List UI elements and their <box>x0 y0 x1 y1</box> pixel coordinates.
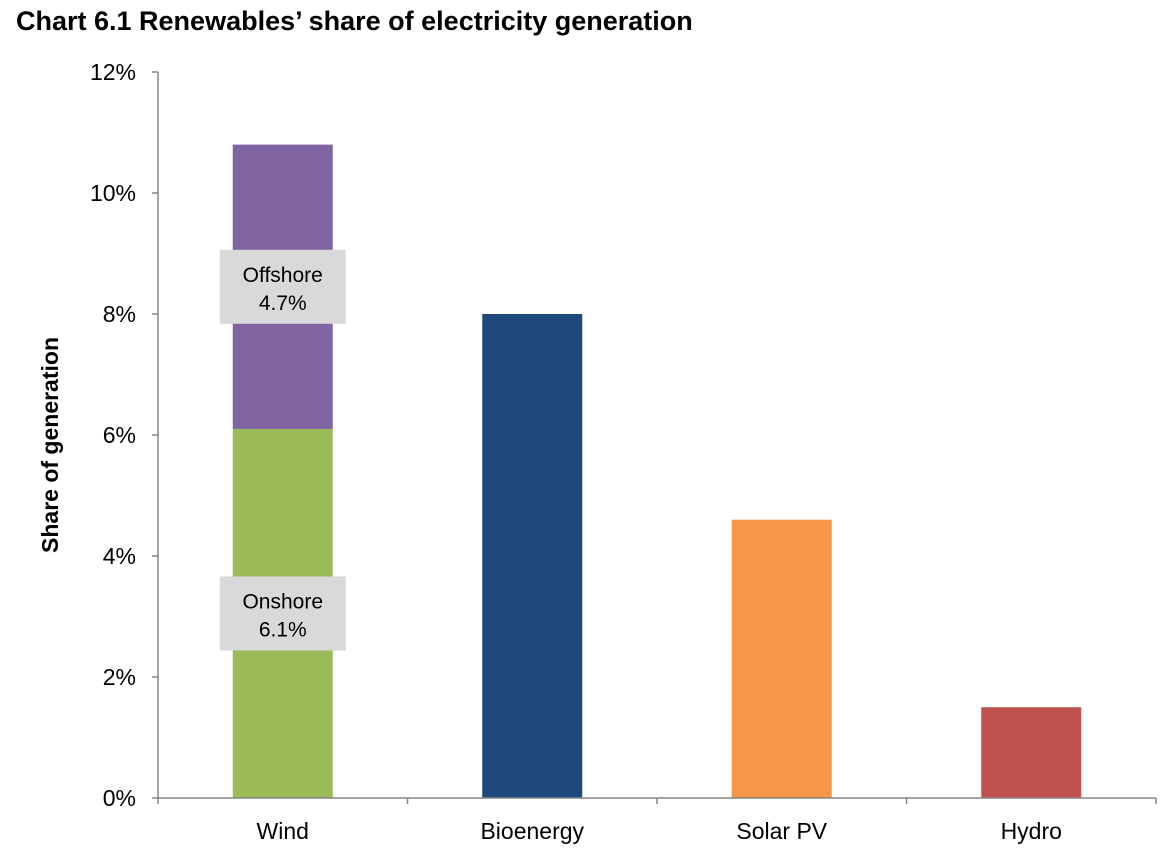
axes-layer: 0% 2% 4% 6% 8% 10% 12% Wind Bioenergy Solar PV Hyd… <box>90 59 1157 844</box>
x-category-label: Bioenergy <box>480 818 584 844</box>
annotation-label: Onshore <box>242 590 323 613</box>
annotation-onshore: Onshore 6.1% <box>219 576 346 651</box>
x-category-label: Wind <box>257 818 309 844</box>
bars-layer <box>232 144 1082 798</box>
y-axis-title: Share of generation <box>37 337 63 553</box>
bar-bioenergy-series-0 <box>482 314 583 798</box>
annotation-value: 6.1% <box>259 618 307 641</box>
annotation-box <box>219 576 346 651</box>
annotation-label: Offshore <box>243 264 323 287</box>
y-tick-label: 2% <box>103 664 136 690</box>
bar-solar-pv-series-0 <box>731 519 832 798</box>
annotations-layer: Offshore 4.7% Onshore 6.1% <box>219 249 346 651</box>
y-tick-label: 8% <box>103 301 136 327</box>
y-tick-label: 6% <box>103 422 136 448</box>
y-tick-label: 4% <box>103 543 136 569</box>
chart-title: Chart 6.1 Renewables’ share of electrici… <box>16 6 693 36</box>
y-tick-label: 12% <box>90 59 136 85</box>
annotation-box <box>219 249 346 324</box>
y-tick-label: 0% <box>103 785 136 811</box>
x-category-label: Hydro <box>1001 818 1062 844</box>
x-category-label: Solar PV <box>736 818 827 844</box>
bar-hydro-series-0 <box>981 707 1082 798</box>
annotation-value: 4.7% <box>259 292 307 315</box>
annotation-offshore: Offshore 4.7% <box>219 249 346 324</box>
y-tick-label: 10% <box>90 180 136 206</box>
